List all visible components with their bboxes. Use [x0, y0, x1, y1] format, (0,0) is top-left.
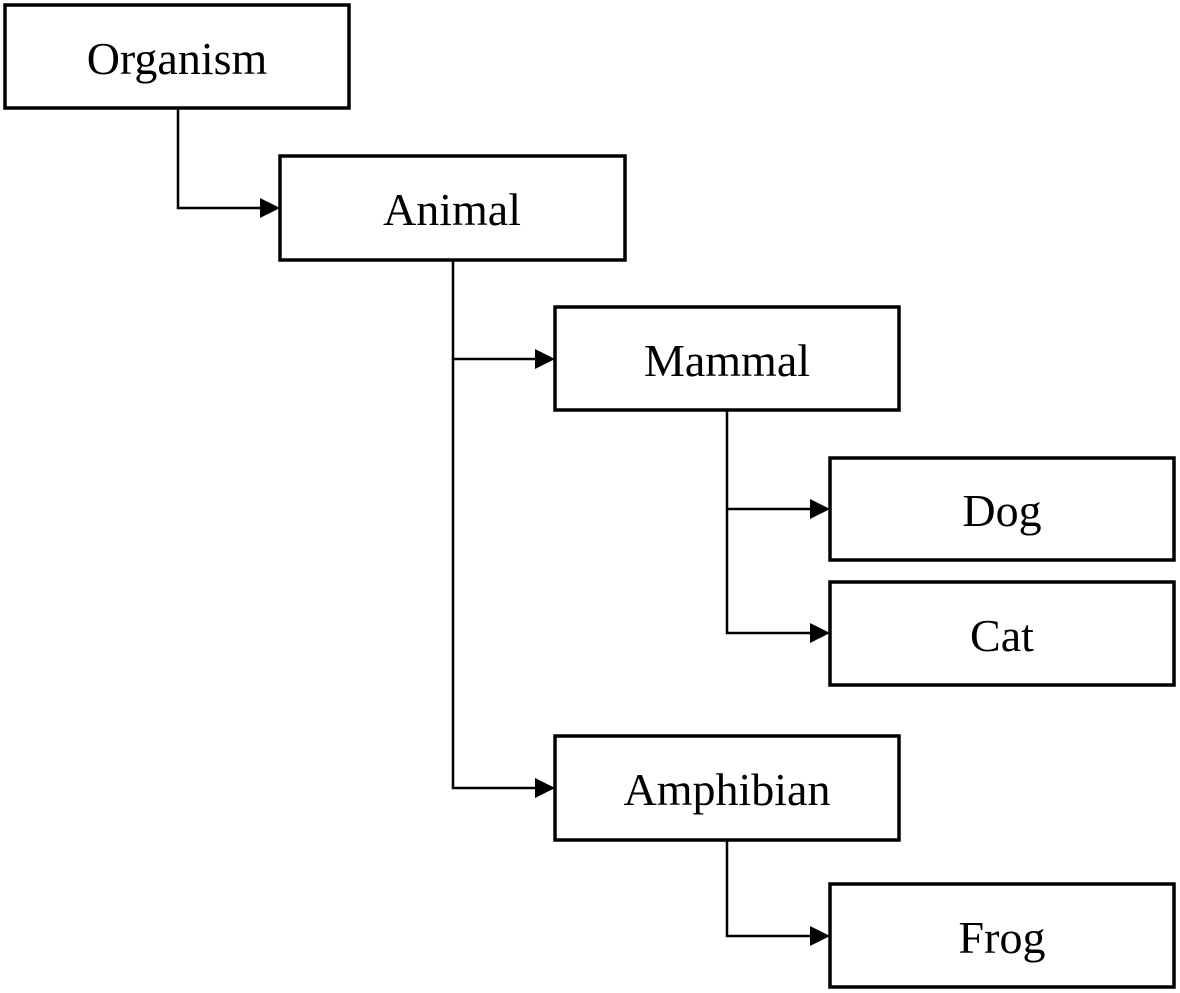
arrowhead [810, 499, 830, 519]
arrowhead [810, 623, 830, 643]
connector-line [725, 509, 810, 635]
connector-line [176, 108, 260, 210]
node-frog: Frog [828, 882, 1176, 989]
arrowhead [260, 198, 280, 218]
node-dog: Dog [828, 456, 1176, 562]
edge-organism-animal [176, 108, 280, 218]
connectors [176, 108, 830, 946]
node-cat: Cat [828, 580, 1176, 687]
arrowhead [535, 349, 555, 369]
arrowhead [810, 926, 830, 946]
node-box [553, 734, 901, 842]
edge-mammal-dog [725, 410, 830, 519]
node-label-mammal: Mammal [644, 335, 810, 386]
node-box [828, 882, 1176, 989]
connector-line [451, 359, 535, 790]
edge-animal-mammal [451, 260, 555, 369]
node-label-amphibian: Amphibian [624, 764, 831, 815]
node-label-dog: Dog [962, 485, 1041, 536]
arrowhead [535, 778, 555, 798]
node-organism: Organism [3, 3, 351, 110]
connector-line [451, 260, 535, 361]
connector-line [725, 840, 810, 938]
node-box [3, 3, 351, 110]
node-amphibian: Amphibian [553, 734, 901, 842]
node-animal: Animal [278, 154, 627, 262]
node-box [828, 580, 1176, 687]
node-mammal: Mammal [553, 305, 901, 412]
node-label-animal: Animal [383, 184, 521, 235]
edge-amphibian-frog [725, 840, 830, 946]
node-label-organism: Organism [87, 33, 268, 84]
edge-animal-amphibian [451, 359, 555, 798]
edge-mammal-cat [725, 509, 830, 643]
node-box [553, 305, 901, 412]
node-box [278, 154, 627, 262]
node-label-frog: Frog [959, 912, 1046, 963]
node-box [828, 456, 1176, 562]
connector-line [725, 410, 810, 511]
node-label-cat: Cat [970, 610, 1034, 661]
